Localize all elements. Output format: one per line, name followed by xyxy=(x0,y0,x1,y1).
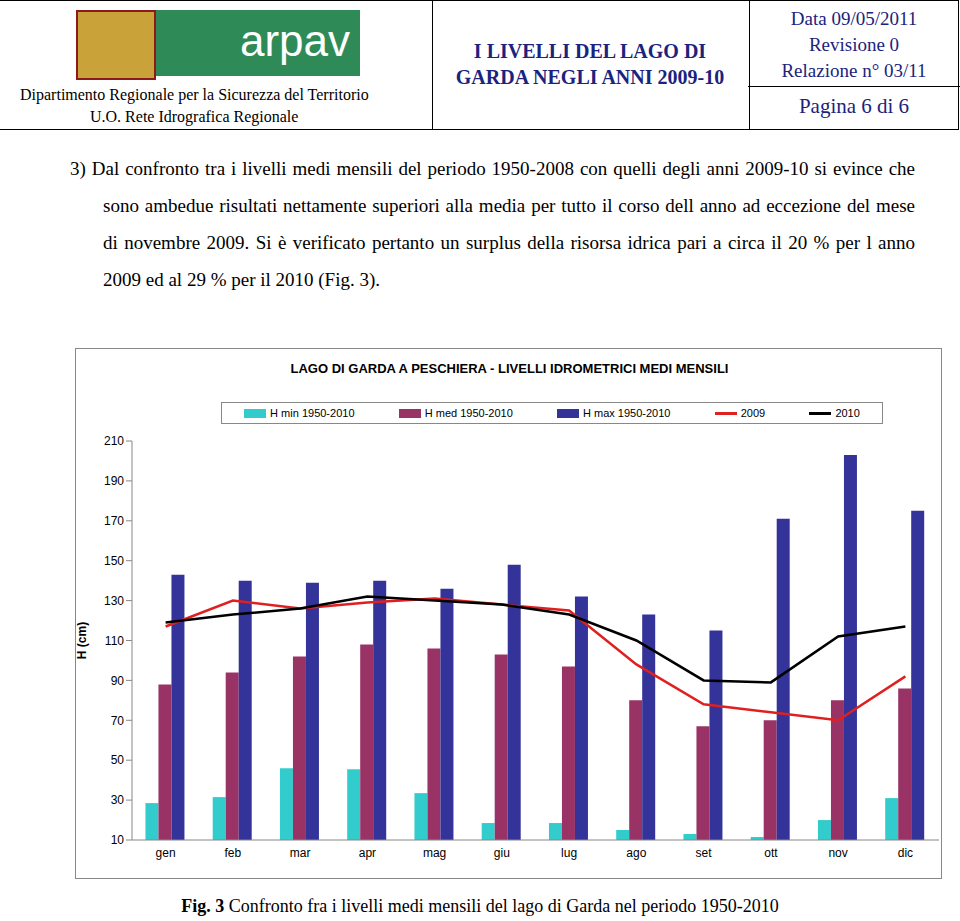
svg-text:nov: nov xyxy=(828,846,847,860)
svg-text:ago: ago xyxy=(626,846,646,860)
svg-text:210: 210 xyxy=(104,434,124,448)
html-text:2009: 2009 xyxy=(740,407,766,419)
svg-text:feb: feb xyxy=(225,846,242,860)
svg-text:apr: apr xyxy=(359,846,376,860)
html-text:arpav: arpav xyxy=(239,16,350,65)
html-text:Relazione n° 03/11: Relazione n° 03/11 xyxy=(781,60,927,81)
svg-text:mag: mag xyxy=(423,846,446,860)
svg-text:170: 170 xyxy=(104,514,124,528)
html-text:H max 1950-2010: H max 1950-2010 xyxy=(583,407,671,419)
svg-text:set: set xyxy=(696,846,713,860)
svg-text:110: 110 xyxy=(105,634,124,648)
svg-text:30: 30 xyxy=(111,793,125,807)
svg-text:dic: dic xyxy=(898,846,913,860)
html-text:Revisione 0: Revisione 0 xyxy=(808,34,900,55)
svg-text:H (cm): H (cm) xyxy=(76,622,89,659)
html-text:U.O. Rete Idrografica Regional: U.O. Rete Idrografica Regionale xyxy=(90,108,299,125)
html-text:Dipartimento Regionale per la: Dipartimento Regionale per la Sicurezza … xyxy=(20,86,369,103)
svg-text:ott: ott xyxy=(764,846,778,860)
svg-text:10: 10 xyxy=(111,833,125,847)
svg-text:130: 130 xyxy=(104,594,124,608)
svg-text:190: 190 xyxy=(104,474,124,488)
svg-text:mar: mar xyxy=(290,846,311,860)
html-text:H min 1950-2010: H min 1950-2010 xyxy=(270,407,355,419)
svg-text:gen: gen xyxy=(156,846,176,860)
html-text:LAGO DI GARDA A PESCHIERA - LI: LAGO DI GARDA A PESCHIERA - LIVELLI IDRO… xyxy=(290,361,729,376)
svg-text:lug: lug xyxy=(561,846,577,860)
html-text:H med 1950-2010: H med 1950-2010 xyxy=(424,407,513,419)
html-text:Pagina 6 di 6: Pagina 6 di 6 xyxy=(798,94,910,118)
svg-text:150: 150 xyxy=(104,554,124,568)
html-text:2010: 2010 xyxy=(835,407,860,419)
svg-text:90: 90 xyxy=(111,674,125,688)
html-text:Data 09/05/2011: Data 09/05/2011 xyxy=(790,8,918,29)
html-text:3) Dal confronto tra i livelli: 3) Dal confronto tra i livelli medi mens… xyxy=(70,158,915,290)
html-text:I LIVELLI DEL LAGO DI: I LIVELLI DEL LAGO DI xyxy=(473,40,707,62)
svg-text:70: 70 xyxy=(111,714,125,728)
svg-text:giu: giu xyxy=(494,846,510,860)
html-text:Fig. 3 Confronto fra i livelli: Fig. 3 Confronto fra i livelli medi mens… xyxy=(181,896,779,916)
html-text:GARDA NEGLI ANNI 2009-10: GARDA NEGLI ANNI 2009-10 xyxy=(455,66,725,88)
svg-text:50: 50 xyxy=(111,753,125,767)
